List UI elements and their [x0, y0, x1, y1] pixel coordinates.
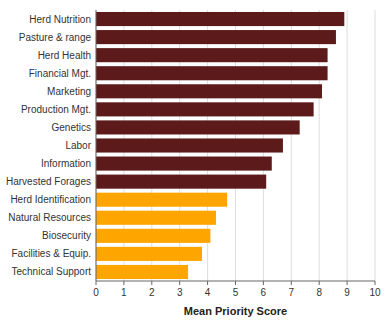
grid — [96, 10, 375, 281]
x-tick-label: 7 — [289, 287, 295, 298]
x-tick-label: 3 — [177, 287, 183, 298]
y-tick-label: Information — [41, 158, 91, 169]
x-tick — [207, 281, 208, 285]
y-tick-labels: Technical Support Facilities & Equip. Bios… — [6, 14, 92, 278]
bar — [96, 30, 336, 44]
y-tick-label: Facilities & Equip. — [12, 248, 91, 259]
bar — [96, 193, 227, 207]
x-tick — [347, 281, 348, 285]
x-tick — [263, 281, 264, 285]
x-axis-label: Mean Priority Score — [184, 305, 287, 317]
y-axis-line — [96, 10, 97, 281]
y-tick-label: Natural Resources — [8, 212, 91, 223]
y-tick-label: Herd Nutrition — [29, 14, 91, 25]
bar — [96, 175, 266, 189]
x-tick — [96, 281, 97, 285]
x-tick — [319, 281, 320, 285]
grid-line — [96, 10, 97, 281]
y-tick-label: Marketing — [47, 86, 91, 97]
bar — [96, 12, 344, 26]
x-tick — [179, 281, 180, 285]
x-tick-label: 10 — [369, 287, 381, 298]
y-tick-label: Financial Mgt. — [29, 68, 91, 79]
bar — [96, 138, 283, 152]
y-tick-label: Genetics — [52, 122, 91, 133]
y-tick-label: Biosecurity — [42, 230, 91, 241]
y-tick-label: Production Mgt. — [21, 104, 91, 115]
x-tick-label: 9 — [344, 287, 350, 298]
x-tick-label: 2 — [149, 287, 155, 298]
bar — [96, 48, 328, 62]
x-tick-label: 5 — [233, 287, 239, 298]
bar — [96, 66, 328, 80]
x-ticks: 0 1 2 3 4 5 6 7 8 9 10 — [93, 281, 381, 298]
x-tick — [123, 281, 124, 285]
bar — [96, 247, 202, 261]
x-tick — [375, 281, 376, 285]
chart-svg: 0 1 2 3 4 5 6 7 8 9 10 Technical Support Facilities … — [0, 0, 389, 323]
bar — [96, 102, 314, 116]
bar — [96, 84, 322, 98]
y-tick-label: Herd Identification — [10, 194, 91, 205]
y-tick-label: Pasture & range — [19, 32, 92, 43]
x-tick — [151, 281, 152, 285]
y-tick-label: Herd Health — [38, 50, 91, 61]
bar — [96, 120, 300, 134]
bar — [96, 265, 188, 279]
x-tick — [235, 281, 236, 285]
bar — [96, 211, 216, 225]
x-tick-label: 4 — [205, 287, 211, 298]
y-tick-label: Harvested Forages — [6, 176, 91, 187]
bars — [96, 12, 344, 279]
x-tick — [291, 281, 292, 285]
y-tick-label: Labor — [65, 140, 91, 151]
chart-container: 0 1 2 3 4 5 6 7 8 9 10 Technical Support Facilities … — [0, 0, 389, 323]
x-tick-label: 6 — [261, 287, 267, 298]
bar — [96, 157, 272, 171]
bar — [96, 229, 210, 243]
x-tick-label: 8 — [316, 287, 322, 298]
grid-line — [347, 10, 348, 281]
grid-line — [375, 10, 376, 281]
x-tick-label: 1 — [121, 287, 127, 298]
x-tick-label: 0 — [93, 287, 99, 298]
y-tick-label: Technical Support — [12, 266, 92, 277]
